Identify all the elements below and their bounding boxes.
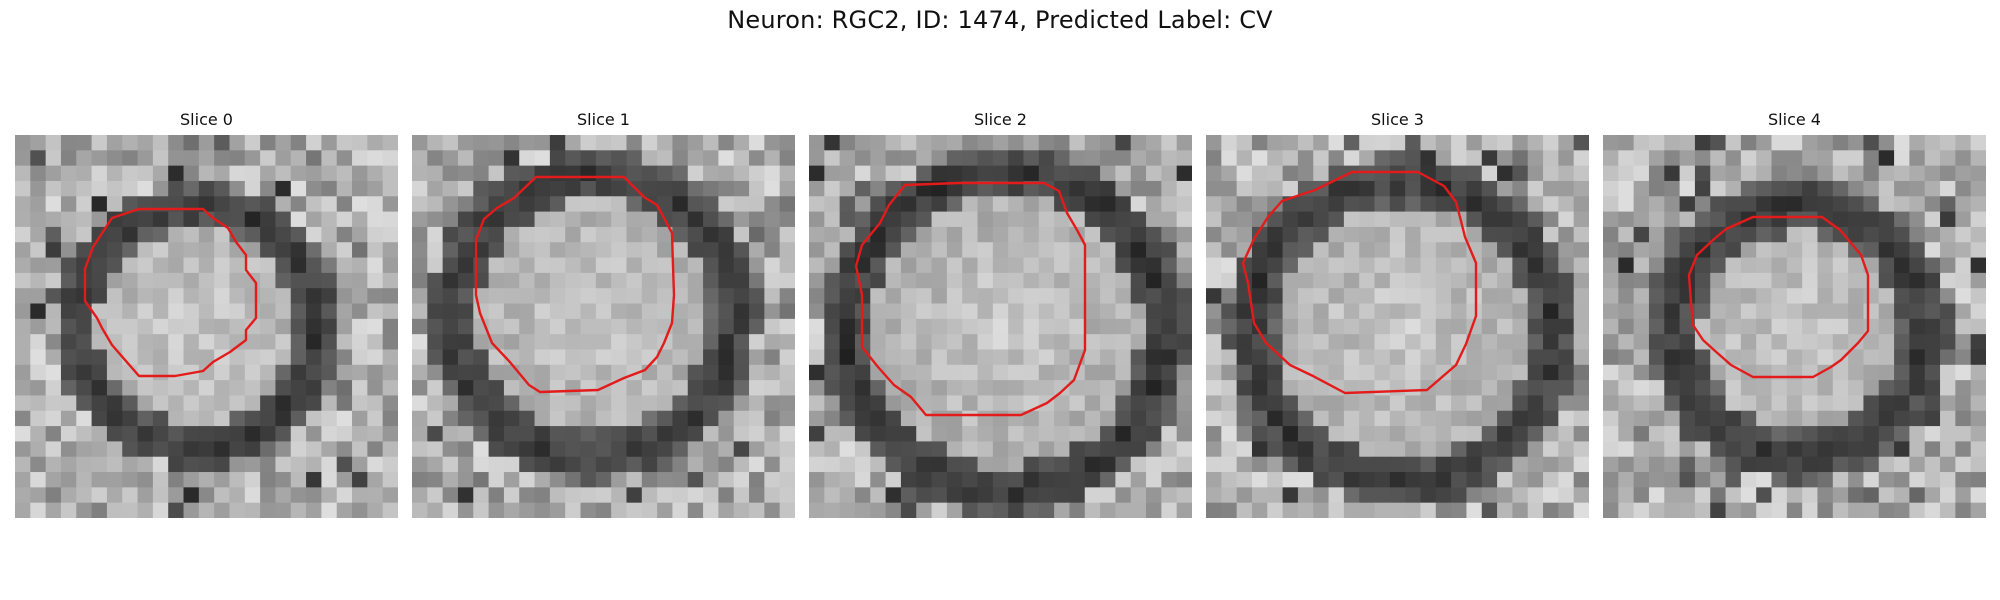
slice-panel-2: Slice 2 [809,108,1192,518]
micrograph-cells [1206,135,1589,518]
slice-title-3: Slice 3 [1371,110,1424,129]
slice-image-1 [412,135,795,518]
slice-panel-0: Slice 0 [15,108,398,518]
slice-panel-4: Slice 4 [1603,108,1986,518]
micrograph-cells [1603,135,1986,518]
figure-title: Neuron: RGC2, ID: 1474, Predicted Label:… [727,6,1273,34]
slice-panel-1: Slice 1 [412,108,795,518]
slice-image-2 [809,135,1192,518]
slice-image-4 [1603,135,1986,518]
slice-panel-3: Slice 3 [1206,108,1589,518]
cell-contour [854,181,1087,417]
micrograph-cells [412,135,795,518]
slice-image-3 [1206,135,1589,518]
slice-title-0: Slice 0 [180,110,233,129]
cell-contour [474,175,676,394]
cell-contour [1687,215,1870,379]
cell-contour [1241,170,1478,395]
slice-title-2: Slice 2 [974,110,1027,129]
slice-image-0 [15,135,398,518]
micrograph-cells [15,135,398,518]
slice-title-4: Slice 4 [1768,110,1821,129]
slice-title-1: Slice 1 [577,110,630,129]
cell-contour [83,207,258,378]
micrograph-cells [809,135,1192,518]
